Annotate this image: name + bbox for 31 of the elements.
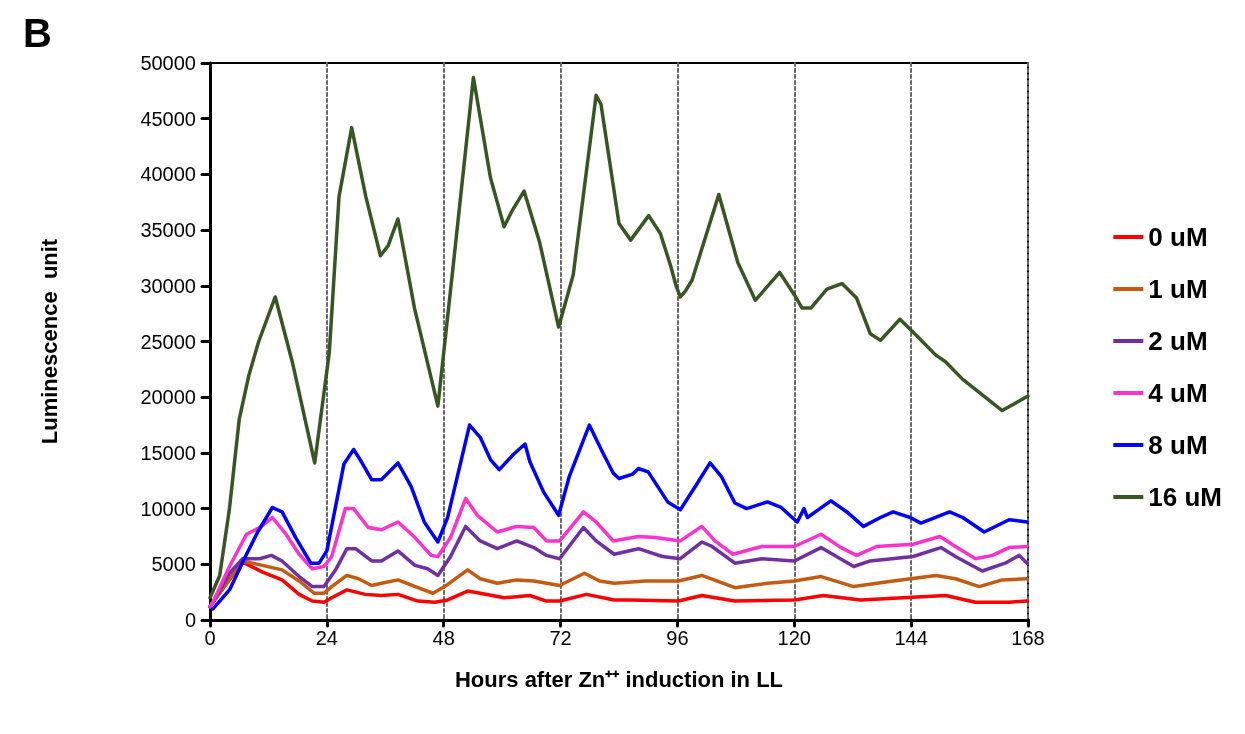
- legend-label: 0 uM: [1148, 222, 1208, 252]
- legend-label: 16 uM: [1148, 482, 1222, 512]
- y-tick-label: 20000: [140, 386, 196, 409]
- y-tick-label: 0: [184, 609, 196, 631]
- y-axis-title: Luminescence unit: [36, 238, 62, 445]
- x-axis-title: Hours after Zn⁺⁺ induction in LL: [454, 666, 784, 692]
- line-series: [208, 75, 1030, 600]
- x-tick-label: 144: [894, 627, 928, 649]
- x-tick-label: 96: [666, 627, 689, 649]
- line-series: [211, 423, 1029, 611]
- legend-label: 8 uM: [1148, 430, 1208, 460]
- x-tick-label: 24: [315, 627, 338, 649]
- y-tick-label: 45000: [140, 107, 196, 130]
- y-tick-label: 50000: [140, 52, 196, 74]
- y-tick-label: 35000: [140, 219, 196, 242]
- y-tick-label: 25000: [140, 330, 196, 353]
- y-tick-label: 15000: [140, 441, 196, 464]
- x-tick-label: 0: [204, 627, 216, 649]
- x-tick-label: 168: [1011, 627, 1045, 649]
- y-tick-label: 5000: [151, 553, 196, 576]
- line-series: [208, 496, 1029, 609]
- x-tick-label: 120: [777, 627, 811, 649]
- chart-title: B: [23, 11, 52, 55]
- legend-label: 4 uM: [1148, 378, 1208, 408]
- x-tick-label: 48: [432, 627, 455, 649]
- legend-label: 2 uM: [1148, 326, 1208, 356]
- y-tick-label: 30000: [140, 274, 196, 297]
- y-tick-label: 10000: [140, 497, 196, 520]
- x-tick-label: 72: [549, 627, 572, 649]
- y-tick-label: 40000: [140, 163, 196, 186]
- legend-label: 1 uM: [1148, 274, 1208, 304]
